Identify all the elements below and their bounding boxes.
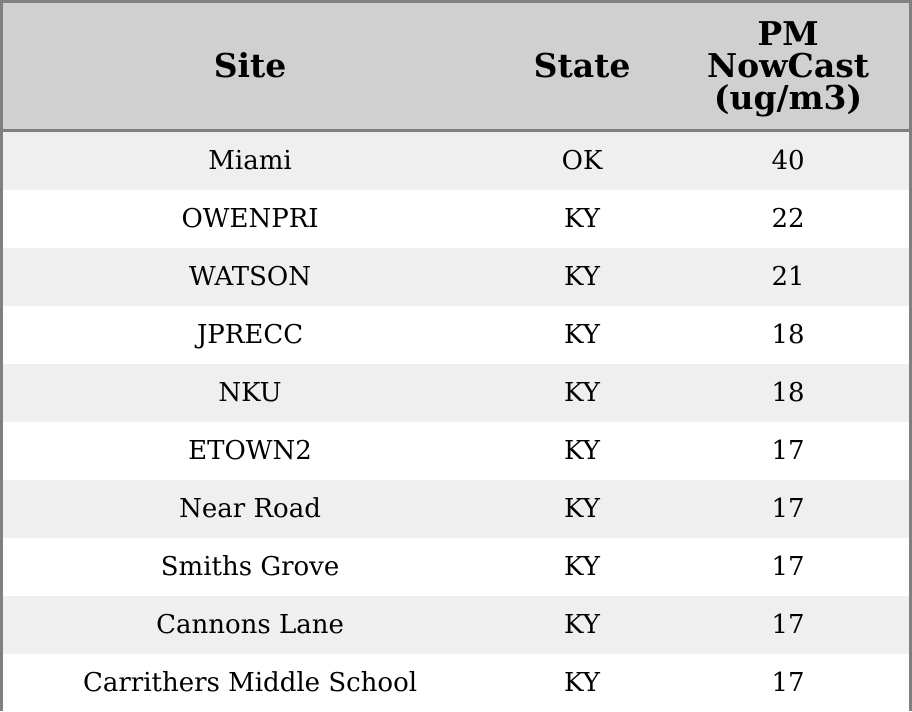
cell-site: OWENPRI <box>181 204 319 234</box>
cell-pm-nowcast: 21 <box>771 262 805 292</box>
table-row: Cannons Lane KY 17 <box>3 596 909 654</box>
table-row: Carrithers Middle School KY 17 <box>3 654 909 712</box>
cell-pm-nowcast: 17 <box>771 436 805 466</box>
table-row: Near Road KY 17 <box>3 480 909 538</box>
cell-state: OK <box>561 146 603 176</box>
cell-state: KY <box>564 262 600 292</box>
cell-site: NKU <box>218 378 282 408</box>
cell-state: KY <box>564 320 600 350</box>
table-row: Smiths Grove KY 17 <box>3 538 909 596</box>
cell-pm-nowcast: 40 <box>771 146 805 176</box>
table-row: WATSON KY 21 <box>3 248 909 306</box>
cell-pm-nowcast: 17 <box>771 610 805 640</box>
cell-state: KY <box>564 494 600 524</box>
table-header: Site State PM NowCast (ug/m3) <box>3 3 909 132</box>
table-row: ETOWN2 KY 17 <box>3 422 909 480</box>
cell-pm-nowcast: 22 <box>771 204 805 234</box>
cell-site: Miami <box>208 146 292 176</box>
cell-pm-nowcast: 17 <box>771 494 805 524</box>
cell-state: KY <box>564 552 600 582</box>
cell-site: ETOWN2 <box>188 436 312 466</box>
column-header-pm-nowcast: PM NowCast (ug/m3) <box>706 14 870 117</box>
cell-pm-nowcast: 18 <box>771 378 805 408</box>
column-header-site: Site <box>213 46 287 85</box>
cell-site: Cannons Lane <box>156 610 344 640</box>
column-header-state: State <box>533 46 631 85</box>
cell-site: Smiths Grove <box>160 552 340 582</box>
cell-state: KY <box>564 204 600 234</box>
cell-pm-nowcast: 18 <box>771 320 805 350</box>
cell-site: Carrithers Middle School <box>82 668 418 698</box>
cell-state: KY <box>564 436 600 466</box>
cell-site: WATSON <box>188 262 311 292</box>
cell-site: JPRECC <box>196 320 304 350</box>
cell-pm-nowcast: 17 <box>771 552 805 582</box>
table-row: JPRECC KY 18 <box>3 306 909 364</box>
table-row: OWENPRI KY 22 <box>3 190 909 248</box>
cell-state: KY <box>564 610 600 640</box>
cell-state: KY <box>564 378 600 408</box>
cell-state: KY <box>564 668 600 698</box>
table-row: Miami OK 40 <box>3 132 909 190</box>
table-body: Miami OK 40 OWENPRI KY 22 WATSON KY 21 JPRECC KY 18… <box>3 132 909 712</box>
cell-site: Near Road <box>179 494 321 524</box>
table-row: NKU KY 18 <box>3 364 909 422</box>
cell-pm-nowcast: 17 <box>771 668 805 698</box>
